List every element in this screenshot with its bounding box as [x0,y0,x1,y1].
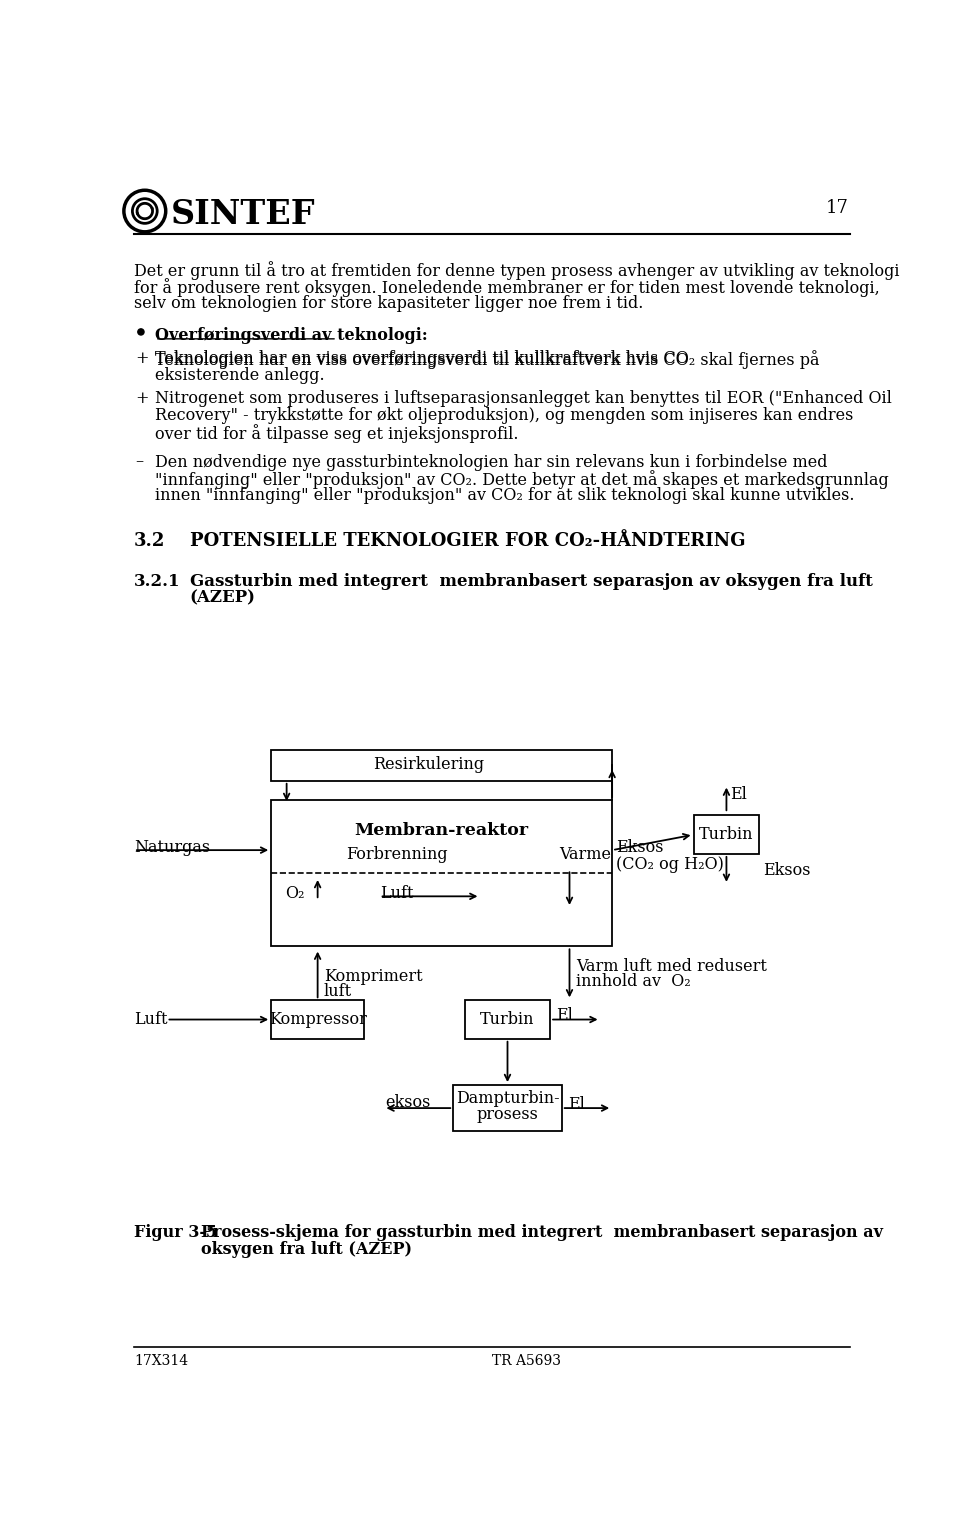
Text: Luft: Luft [134,1011,167,1028]
Text: Dampturbin-: Dampturbin- [456,1091,560,1108]
Text: El: El [568,1095,585,1112]
Text: Kompressor: Kompressor [269,1011,367,1028]
Text: +: + [135,391,149,408]
Text: 17: 17 [826,199,849,218]
Text: over tid for å tilpasse seg et injeksjonsprofil.: over tid for å tilpasse seg et injeksjon… [155,425,518,443]
Text: Naturgas: Naturgas [134,839,210,856]
Text: Turbin: Turbin [480,1011,535,1028]
Text: El: El [557,1008,573,1025]
Text: innen "innfanging" eller "produksjon" av CO₂ for at slik teknologi skal kunne ut: innen "innfanging" eller "produksjon" av… [155,488,854,505]
Text: Varm luft med redusert: Varm luft med redusert [576,957,767,976]
Text: Turbin: Turbin [699,827,754,844]
Text: Recovery" - trykkstøtte for økt oljeproduksjon), og mengden som injiseres kan en: Recovery" - trykkstøtte for økt oljeprod… [155,408,853,425]
Bar [271,1000,364,1039]
Text: Nitrogenet som produseres i luftseparasjonsanlegget kan benyttes til EOR ("Enhan: Nitrogenet som produseres i luftseparasj… [155,391,892,408]
Text: TR A5693: TR A5693 [492,1355,561,1368]
Text: eksos: eksos [385,1094,430,1111]
Text: eksisterende anlegg.: eksisterende anlegg. [155,367,324,384]
Circle shape [138,328,144,334]
Bar [465,1000,550,1039]
Bar [271,750,612,781]
Text: Eksos: Eksos [763,862,811,879]
Text: selv om teknologien for store kapasiteter ligger noe frem i tid.: selv om teknologien for store kapasitete… [134,295,643,311]
Bar [271,801,612,946]
Text: O₂: O₂ [285,885,304,902]
Text: prosess: prosess [476,1106,539,1123]
Text: 3.2.1: 3.2.1 [134,572,180,591]
Text: oksygen fra luft (AZEP): oksygen fra luft (AZEP) [202,1241,413,1258]
Text: Varme: Varme [560,847,612,864]
Text: POTENSIELLE TEKNOLOGIER FOR CO₂-HÅNDTERING: POTENSIELLE TEKNOLOGIER FOR CO₂-HÅNDTERI… [190,532,745,551]
Text: SINTEF: SINTEF [170,198,315,232]
Text: innhold av  O₂: innhold av O₂ [576,974,690,991]
Text: Det er grunn til å tro at fremtiden for denne typen prosess avhenger av utviklin: Det er grunn til å tro at fremtiden for … [134,261,900,281]
Text: Figur 3-5: Figur 3-5 [134,1224,217,1241]
Text: luft: luft [324,983,352,1000]
Text: Eksos: Eksos [616,839,663,856]
Text: Prosess-skjema for gassturbin med integrert  membranbasert separasjon av: Prosess-skjema for gassturbin med integr… [202,1224,883,1241]
Text: 17X314: 17X314 [134,1355,188,1368]
Text: Den nødvendige nye gassturbinteknologien har sin relevans kun i forbindelse med: Den nødvendige nye gassturbinteknologien… [155,454,828,471]
Text: 3.2: 3.2 [134,532,165,551]
Text: –: – [135,454,144,471]
Text: Overføringsverdi av teknologi:: Overføringsverdi av teknologi: [155,327,427,344]
Text: Gassturbin med integrert  membranbasert separasjon av oksygen fra luft: Gassturbin med integrert membranbasert s… [190,572,873,591]
Text: Luft: Luft [379,885,413,902]
Text: Resirkulering: Resirkulering [373,756,485,773]
Text: "innfanging" eller "produksjon" av CO₂. Dette betyr at det må skapes et markedsg: "innfanging" eller "produksjon" av CO₂. … [155,471,889,489]
Text: Forbrenning: Forbrenning [347,847,448,864]
Text: Komprimert: Komprimert [324,968,422,985]
Text: (CO₂ og H₂O): (CO₂ og H₂O) [616,856,724,873]
Bar [453,1085,562,1131]
Text: Teknologien har en viss overføringsverdi til kullkraftverk hvis CO₂ skal fjernes: Teknologien har en viss overføringsverdi… [155,350,820,368]
Text: Membran-reaktor: Membran-reaktor [354,822,529,839]
Text: Teknologien har en viss overføringsverdi til kullkraftverk hvis CO: Teknologien har en viss overføringsverdi… [155,350,688,367]
Bar [693,816,759,854]
Text: (AZEP): (AZEP) [190,591,255,607]
Text: El: El [731,787,747,804]
Text: for å produsere rent oksygen. Ioneledende membraner er for tiden mest lovende te: for å produsere rent oksygen. Ioneledend… [134,278,879,298]
Text: +: + [135,350,149,367]
